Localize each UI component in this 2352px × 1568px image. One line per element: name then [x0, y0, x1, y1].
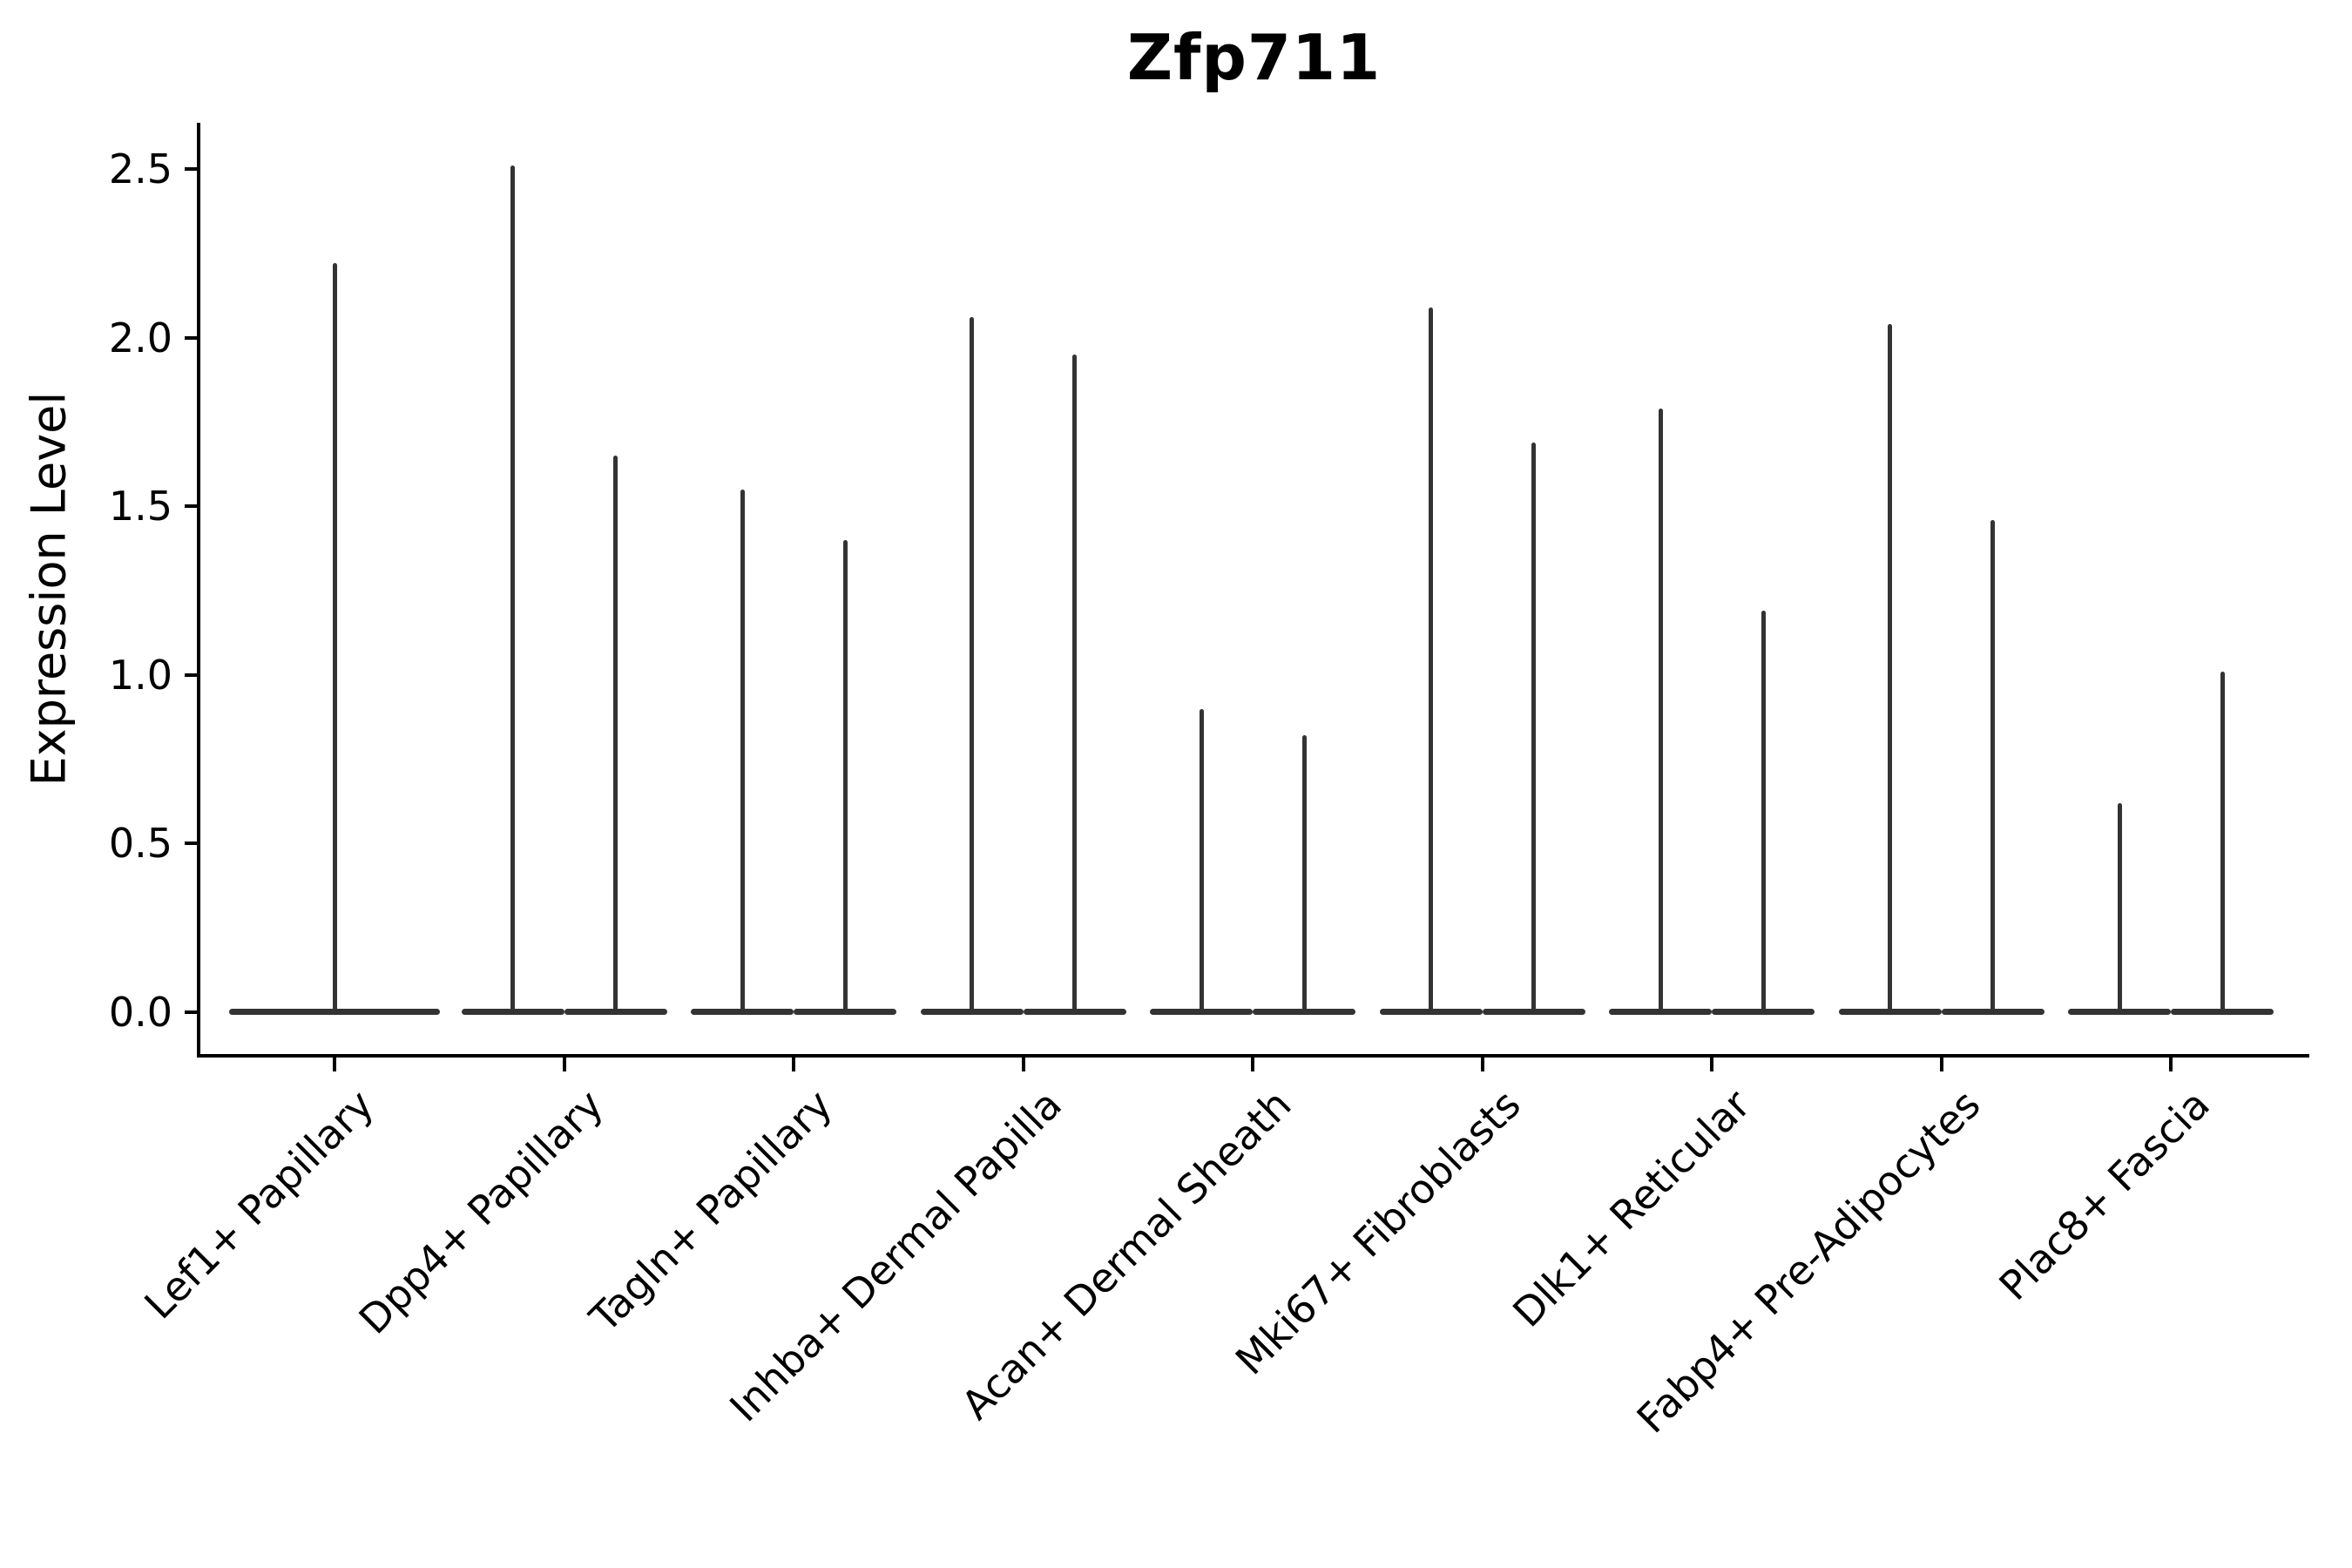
violin-spike [1990, 519, 1995, 1015]
violin-spike [1301, 735, 1307, 1015]
y-tick-label: 2.0 [108, 314, 172, 362]
violin-spike [613, 456, 618, 1015]
y-axis-label: Expression Level [21, 391, 77, 787]
x-tick-label: Tagln+ Papillary [580, 1080, 841, 1342]
x-axis-tick [333, 1058, 336, 1071]
violin-spike [2117, 802, 2122, 1015]
y-tick-label: 0.5 [108, 820, 172, 868]
violin-spike [1761, 611, 1766, 1015]
x-axis-tick [1021, 1058, 1025, 1071]
y-tick-label: 1.5 [108, 483, 172, 531]
violin-spike [2220, 671, 2225, 1015]
x-axis-tick [2169, 1058, 2173, 1071]
violin-spike [1429, 307, 1433, 1015]
y-axis-tick [185, 335, 198, 340]
y-axis-tick [185, 672, 198, 677]
y-axis-tick [185, 1010, 198, 1014]
violin-spike [740, 489, 745, 1015]
x-axis-tick [1251, 1058, 1254, 1071]
violin-spike [332, 263, 337, 1015]
x-axis-spine [197, 1054, 2309, 1058]
y-tick-label: 2.5 [108, 145, 172, 193]
x-tick-label: Plac8+ Fascia [1990, 1080, 2219, 1309]
y-tick-label: 1.0 [108, 651, 172, 699]
violin-spike [970, 317, 974, 1015]
y-axis-tick [185, 504, 198, 509]
x-axis-tick [1480, 1058, 1484, 1071]
x-axis-tick [562, 1058, 566, 1071]
violin-spike [1199, 708, 1204, 1015]
y-axis-spine [197, 123, 200, 1058]
x-tick-label: Dpp4+ Papillary [349, 1080, 612, 1343]
x-tick-label: Dlk1+ Reticular [1504, 1080, 1760, 1336]
chart-title: Zfp711 [1126, 21, 1382, 94]
violin-spike [1531, 442, 1536, 1015]
x-axis-tick [1939, 1058, 1943, 1071]
y-tick-label: 0.0 [108, 989, 172, 1036]
x-axis-tick [792, 1058, 795, 1071]
violin-spike [1658, 408, 1663, 1015]
violin-spike [1888, 324, 1892, 1015]
x-tick-label: Lef1+ Papillary [134, 1080, 382, 1328]
violin-spike [1072, 354, 1077, 1015]
x-axis-tick [1710, 1058, 1713, 1071]
y-axis-tick [185, 841, 198, 846]
y-axis-tick [185, 167, 198, 171]
violin-spike [510, 166, 515, 1015]
violin-spike [842, 539, 848, 1015]
